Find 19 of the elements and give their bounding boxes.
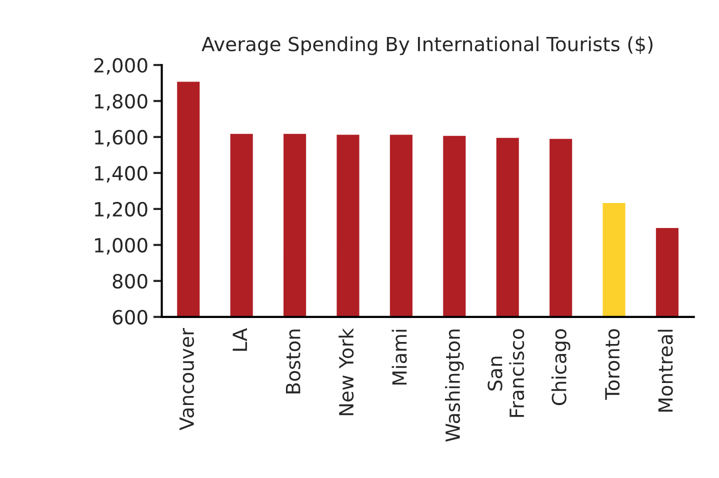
y-tick-label: 2,000	[94, 58, 148, 75]
x-tick-label: Boston	[286, 330, 300, 394]
y-tick-label: 1,800	[95, 94, 148, 111]
y-tick-label: 600	[112, 310, 148, 325]
x-tick-label: San Francisco	[488, 329, 524, 417]
y-tick-label: 1,600	[95, 130, 148, 147]
x-tick-label: Washington	[445, 330, 464, 442]
x-tick-label: LA	[232, 328, 247, 351]
x-tick-label: Chicago	[551, 329, 570, 406]
y-tick-label: 1,200	[95, 202, 148, 219]
x-tick-label: Montreal	[658, 330, 673, 412]
y-tick-label: 800	[112, 274, 148, 289]
y-tick-label: 1,400	[95, 166, 148, 183]
x-tick-label: Toronto	[605, 329, 620, 400]
x-tick-label: New York	[338, 328, 354, 416]
x-tick-label: Miami	[392, 330, 407, 385]
chart-title: Average Spending By International Tourists ($)	[202, 36, 652, 56]
x-tick-label: Vancouver	[180, 328, 194, 430]
y-tick-label: 1,000	[95, 238, 148, 255]
